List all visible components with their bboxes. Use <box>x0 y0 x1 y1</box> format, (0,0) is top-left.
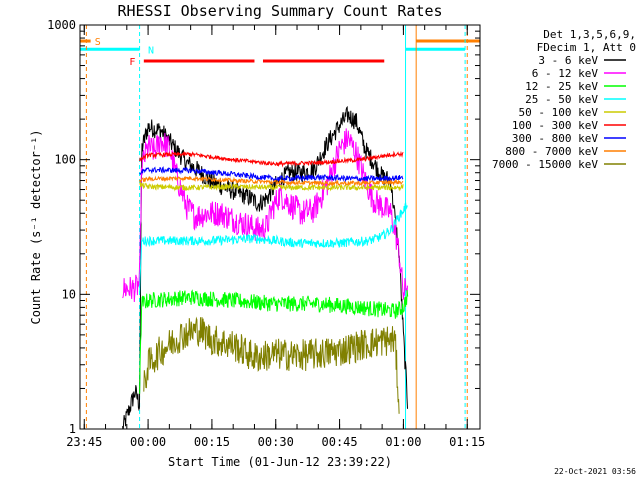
x-tick-label: 01:15 <box>449 435 485 449</box>
chart-title: RHESSI Observing Summary Count Rates <box>117 2 442 20</box>
series-line <box>122 105 408 429</box>
series-line <box>139 150 404 168</box>
legend-label: 300 - 800 keV <box>512 132 598 145</box>
series-line <box>139 202 408 295</box>
flag-vertical-lines <box>85 25 468 429</box>
legend-label: 100 - 300 keV <box>512 119 598 132</box>
legend: Det 1,3,5,6,9,FDecim 1, Att 03 - 6 keV6 … <box>492 28 636 171</box>
legend-label: 800 - 7000 keV <box>505 145 598 158</box>
legend-label: 7000 - 15000 keV <box>492 158 598 171</box>
x-tick-label: 00:15 <box>194 435 230 449</box>
legend-label: 25 - 50 keV <box>525 93 598 106</box>
flag-label-f: F <box>129 57 135 68</box>
x-tick-label: 00:30 <box>258 435 294 449</box>
x-tick-label: 00:00 <box>130 435 166 449</box>
plot-frame <box>79 24 481 430</box>
x-tick-label: 23:45 <box>66 435 102 449</box>
footer-date: 22-Oct-2021 03:56 <box>554 467 636 476</box>
x-axis: 23:45 00:00 00:15 00:30 00:45 01:00 01:15 <box>66 25 485 449</box>
legend-label: 12 - 25 keV <box>525 80 598 93</box>
x-tick-label: 01:00 <box>385 435 421 449</box>
y-tick-label: 1 <box>69 422 76 436</box>
series-line <box>139 181 404 192</box>
x-tick-label: 00:45 <box>322 435 358 449</box>
y-tick-label: 10 <box>62 287 76 301</box>
series-lines <box>122 105 409 429</box>
y-tick-label: 100 <box>54 153 76 167</box>
y-axis: 1 10 100 1000 <box>47 18 480 436</box>
y-axis-label: Count Rate (s⁻¹ detector⁻¹) <box>29 129 43 324</box>
y-tick-label: 1000 <box>47 18 76 32</box>
legend-header: FDecim 1, Att 0 <box>537 41 636 54</box>
flag-label-s: S <box>95 37 101 48</box>
series-line <box>139 289 409 394</box>
flag-label-n: N <box>148 45 154 56</box>
x-axis-label: Start Time (01-Jun-12 23:39:22) <box>168 455 392 469</box>
legend-label: 6 - 12 keV <box>532 67 599 80</box>
legend-header: Det 1,3,5,6,9, <box>543 28 636 41</box>
legend-label: 50 - 100 keV <box>519 106 599 119</box>
series-line <box>143 316 400 414</box>
series-line <box>139 175 404 187</box>
legend-label: 3 - 6 keV <box>538 54 598 67</box>
attenuator-flags <box>80 39 480 63</box>
